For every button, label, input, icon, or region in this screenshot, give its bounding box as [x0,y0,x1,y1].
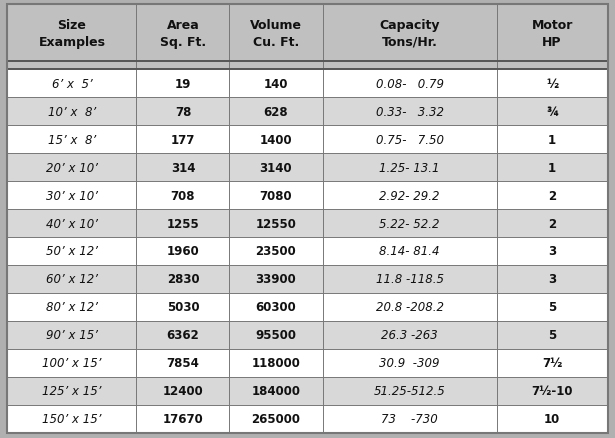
Text: Motor
HP: Motor HP [531,19,573,49]
Text: ¾: ¾ [546,106,558,118]
Bar [7,154,608,182]
Text: 10’ x  8’: 10’ x 8’ [48,106,96,118]
Text: 50’ x 12’: 50’ x 12’ [46,245,98,258]
Text: 12550: 12550 [256,217,296,230]
Text: 2: 2 [548,217,556,230]
Text: 0.33-   3.32: 0.33- 3.32 [376,106,443,118]
Text: 708: 708 [171,189,195,202]
Text: 90’ x 15’: 90’ x 15’ [46,328,98,342]
Text: 5: 5 [548,328,556,342]
Text: 1255: 1255 [167,217,199,230]
Text: 184000: 184000 [252,385,301,397]
Bar [7,405,608,433]
Text: 10: 10 [544,412,560,425]
Text: 20’ x 10’: 20’ x 10’ [46,161,98,174]
Text: 6’ x  5’: 6’ x 5’ [52,78,92,91]
Text: 30.9  -309: 30.9 -309 [379,357,440,370]
Text: 95500: 95500 [255,328,296,342]
Text: 3140: 3140 [260,161,292,174]
Text: 0.08-   0.79: 0.08- 0.79 [376,78,443,91]
Text: 26.3 -263: 26.3 -263 [381,328,438,342]
Text: 140: 140 [264,78,288,91]
Text: 150’ x 15’: 150’ x 15’ [42,412,101,425]
Text: 265000: 265000 [252,412,301,425]
Bar [7,209,608,237]
Text: Size
Examples: Size Examples [38,19,105,49]
Text: 314: 314 [171,161,195,174]
Text: 40’ x 10’: 40’ x 10’ [46,217,98,230]
Text: Capacity
Tons/Hr.: Capacity Tons/Hr. [379,19,440,49]
Bar [7,182,608,209]
Bar [7,293,608,321]
Text: Volume
Cu. Ft.: Volume Cu. Ft. [250,19,302,49]
Text: 80’ x 12’: 80’ x 12’ [46,301,98,314]
Text: 20.8 -208.2: 20.8 -208.2 [376,301,443,314]
Text: 12400: 12400 [162,385,204,397]
Text: 0.75-   7.50: 0.75- 7.50 [376,133,443,146]
Text: 5: 5 [548,301,556,314]
Text: 7854: 7854 [167,357,199,370]
Text: 73    -730: 73 -730 [381,412,438,425]
Text: 125’ x 15’: 125’ x 15’ [42,385,101,397]
Bar [7,70,608,98]
Text: 1.25- 13.1: 1.25- 13.1 [379,161,440,174]
Text: 19: 19 [175,78,191,91]
Text: 78: 78 [175,106,191,118]
Bar [7,321,608,349]
Text: 30’ x 10’: 30’ x 10’ [46,189,98,202]
Text: 8.14- 81.4: 8.14- 81.4 [379,245,440,258]
Bar [7,5,608,62]
Text: 1: 1 [548,161,556,174]
Text: 60’ x 12’: 60’ x 12’ [46,273,98,286]
Text: 23500: 23500 [256,245,296,258]
Text: 118000: 118000 [252,357,300,370]
Text: 11.8 -118.5: 11.8 -118.5 [376,273,443,286]
Text: 1960: 1960 [167,245,199,258]
Text: 100’ x 15’: 100’ x 15’ [42,357,101,370]
Text: 15’ x  8’: 15’ x 8’ [48,133,96,146]
Text: 628: 628 [264,106,288,118]
Bar [7,126,608,154]
Text: 2830: 2830 [167,273,199,286]
Text: 2.92- 29.2: 2.92- 29.2 [379,189,440,202]
Bar [7,237,608,265]
Bar [7,98,608,126]
Bar [7,377,608,405]
Text: 2: 2 [548,189,556,202]
Text: 60300: 60300 [256,301,296,314]
Text: 6362: 6362 [167,328,199,342]
Text: 7080: 7080 [260,189,292,202]
Text: 33900: 33900 [256,273,296,286]
Text: ½: ½ [546,78,558,91]
Text: 51.25-512.5: 51.25-512.5 [374,385,445,397]
Bar [7,62,608,70]
Text: 3: 3 [548,245,556,258]
Text: 5030: 5030 [167,301,199,314]
Text: 17670: 17670 [162,412,204,425]
Text: 3: 3 [548,273,556,286]
Bar [7,349,608,377]
Text: 1400: 1400 [260,133,292,146]
Bar [7,265,608,293]
Text: Area
Sq. Ft.: Area Sq. Ft. [160,19,206,49]
Text: 1: 1 [548,133,556,146]
Text: 7½-10: 7½-10 [531,385,573,397]
Text: 177: 177 [171,133,195,146]
Text: 7½: 7½ [542,357,562,370]
Text: 5.22- 52.2: 5.22- 52.2 [379,217,440,230]
